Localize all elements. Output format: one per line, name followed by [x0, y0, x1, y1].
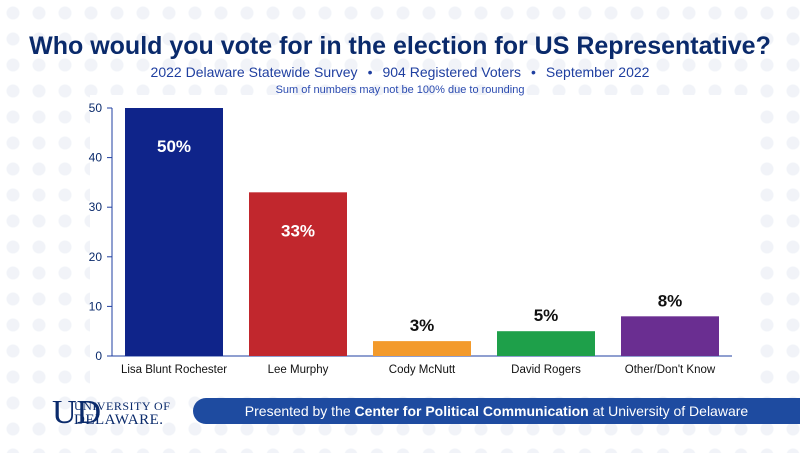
data-label: 5%	[534, 306, 559, 325]
footer-prefix: Presented by the	[245, 403, 351, 419]
footer-banner: Presented by the Center for Political Co…	[193, 398, 800, 424]
bar	[621, 316, 719, 356]
y-tick-label: 10	[89, 299, 103, 313]
footer-org: Center for Political Communication	[355, 403, 589, 419]
data-label: 3%	[410, 316, 435, 335]
data-label: 33%	[281, 221, 315, 240]
y-tick-label: 50	[89, 101, 103, 115]
y-tick-label: 30	[89, 200, 103, 214]
bar	[497, 331, 595, 356]
bar	[249, 192, 347, 356]
y-tick-label: 20	[89, 250, 103, 264]
logo-line-2: DELAWARE.	[74, 412, 164, 429]
x-tick-label: Other/Don't Know	[625, 364, 716, 376]
x-tick-label: David Rogers	[511, 364, 581, 376]
x-tick-label: Cody McNutt	[389, 364, 456, 376]
data-label: 50%	[157, 137, 191, 156]
university-logo: UD UNIVERSITY OF DELAWARE.	[52, 396, 172, 432]
bar-chart: 0 10 20 30 40 50 50% Lisa Blunt Rochester 33% Lee…	[0, 0, 800, 453]
y-tick-label: 40	[89, 151, 103, 165]
footer-suffix: at University of Delaware	[593, 403, 749, 419]
bar	[373, 341, 471, 356]
data-label: 8%	[658, 291, 683, 310]
x-tick-label: Lee Murphy	[268, 364, 329, 376]
x-tick-label: Lisa Blunt Rochester	[121, 364, 227, 376]
y-tick-label: 0	[95, 349, 102, 363]
